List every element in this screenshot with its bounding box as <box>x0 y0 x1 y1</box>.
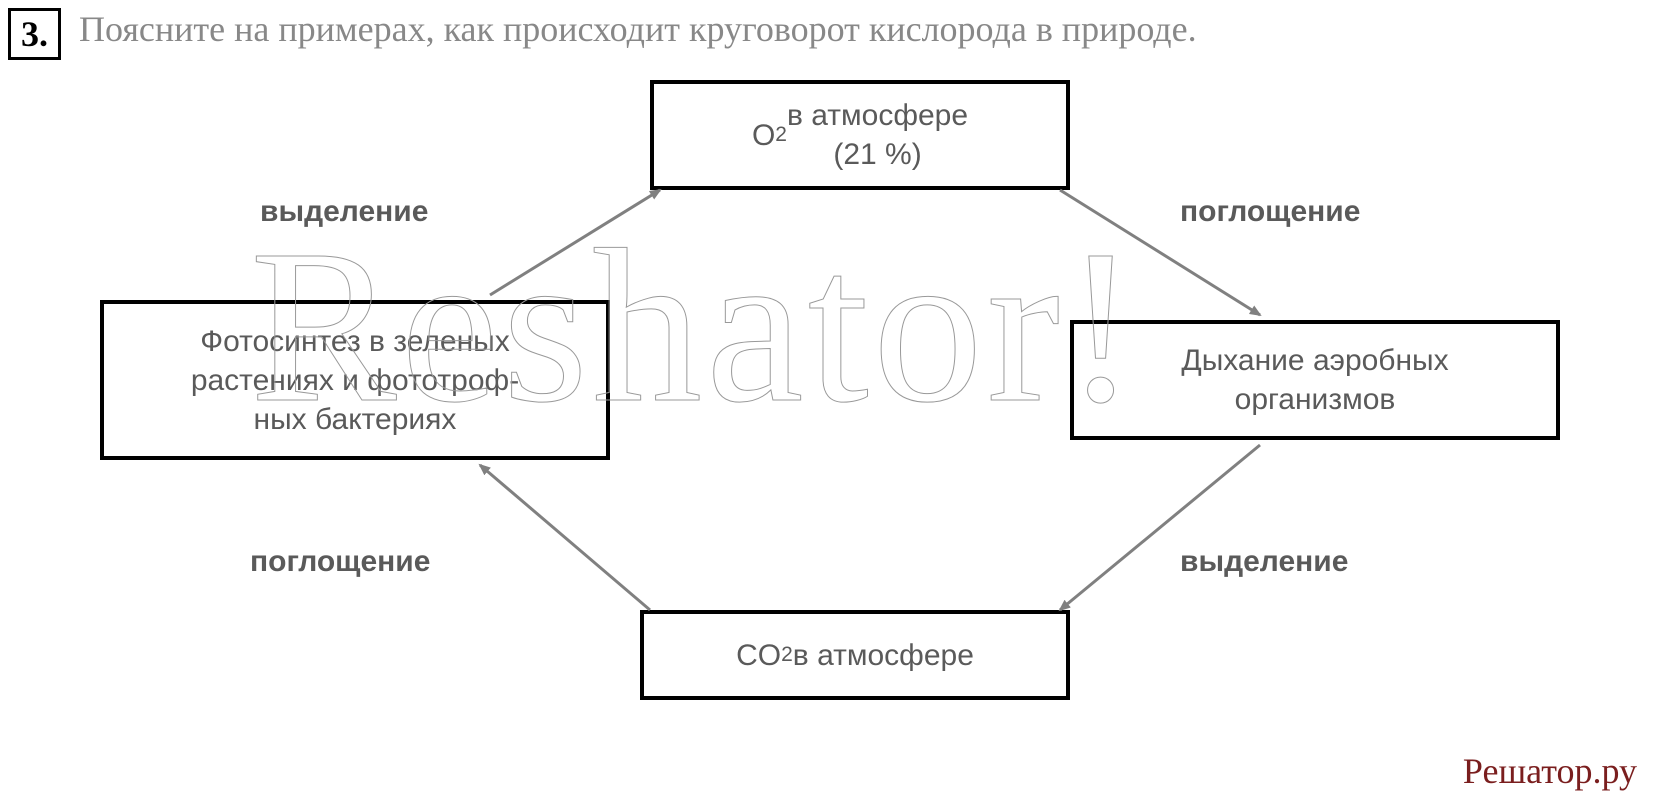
diagram-arrows <box>60 70 1600 760</box>
question-row: 3. Поясните на примерах, как происходит … <box>8 8 1197 60</box>
edge-arrow <box>1060 445 1260 610</box>
oxygen-cycle-diagram: O2 в атмосфере(21 %)Фотосинтез в зеленых… <box>60 70 1600 760</box>
edge-arrow <box>490 190 660 295</box>
question-text: Поясните на примерах, как происходит кру… <box>79 8 1197 50</box>
edge-arrow <box>1060 190 1260 315</box>
question-number: 3. <box>8 8 61 60</box>
edge-arrow <box>480 465 650 610</box>
